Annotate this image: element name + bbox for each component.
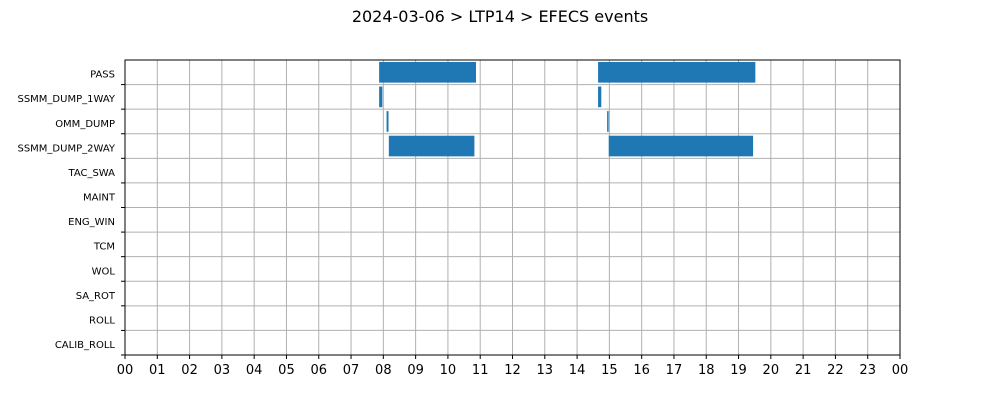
event-bar-ssmm-dump-2way (608, 135, 754, 157)
x-tick-label: 22 (827, 363, 844, 378)
x-tick-label: 00 (117, 363, 134, 378)
y-tick-label-eng-win: ENG_WIN (68, 217, 115, 228)
y-tick-label-roll: ROLL (89, 315, 115, 326)
x-tick-label: 23 (859, 363, 876, 378)
y-tick-label-pass: PASS (90, 70, 115, 81)
x-tick-label: 02 (181, 363, 198, 378)
x-tick-label: 11 (472, 363, 489, 378)
y-tick-label-wol: WOL (92, 266, 116, 277)
chart-title: 2024-03-06 > LTP14 > EFECS events (352, 7, 648, 26)
x-tick-label: 14 (569, 363, 586, 378)
x-tick-label: 09 (407, 363, 424, 378)
x-tick-label: 17 (666, 363, 683, 378)
x-tick-label: 18 (698, 363, 715, 378)
y-tick-label-calib-roll: CALIB_ROLL (55, 340, 116, 351)
y-tick-label-omm-dump: OMM_DUMP (55, 119, 115, 130)
event-bar-ssmm-dump-1way (598, 86, 602, 108)
x-tick-label: 07 (343, 363, 360, 378)
x-tick-label: 03 (214, 363, 231, 378)
plot-frame (124, 59, 901, 356)
x-tick-label: 20 (763, 363, 780, 378)
x-tick-label: 08 (375, 363, 392, 378)
y-tick-label-tac-swa: TAC_SWA (67, 168, 115, 179)
x-tick-label: 21 (795, 363, 812, 378)
event-bar-omm-dump (607, 111, 609, 132)
event-bar-pass (598, 61, 756, 83)
x-axis-ticks: 00 01 02 03 04 05 06 07 08 09 10 11 12 13 14 15 16 17 18 19… (117, 355, 909, 378)
event-bar-ssmm-dump-1way (379, 86, 383, 108)
event-bar-omm-dump (386, 111, 389, 132)
y-axis-ticks: PASS SSMM_DUMP_1WAY OMM_DUMP SSMM_DUMP_2WAY… (17, 70, 125, 356)
grid-lines (124, 60, 901, 356)
x-tick-label: 10 (440, 363, 457, 378)
event-bar-ssmm-dump-2way (388, 135, 475, 157)
y-tick-label-sa-rot: SA_ROT (76, 291, 116, 302)
y-tick-label-ssmm-dump-1way: SSMM_DUMP_1WAY (17, 94, 115, 105)
y-tick-label-ssmm-dump-2way: SSMM_DUMP_2WAY (17, 143, 115, 154)
event-bars (379, 61, 756, 157)
y-tick-label-maint: MAINT (83, 193, 116, 204)
x-tick-label: 16 (633, 363, 650, 378)
y-tick-label-tcm: TCM (93, 242, 115, 253)
x-tick-label: 04 (246, 363, 263, 378)
x-tick-label: 00 (892, 363, 909, 378)
x-tick-label: 06 (310, 363, 327, 378)
x-tick-label: 13 (537, 363, 554, 378)
x-tick-label: 05 (278, 363, 295, 378)
x-tick-label: 01 (149, 363, 166, 378)
event-bar-pass (379, 61, 477, 83)
x-tick-label: 12 (504, 363, 521, 378)
x-tick-label: 15 (601, 363, 618, 378)
x-tick-label: 19 (730, 363, 747, 378)
